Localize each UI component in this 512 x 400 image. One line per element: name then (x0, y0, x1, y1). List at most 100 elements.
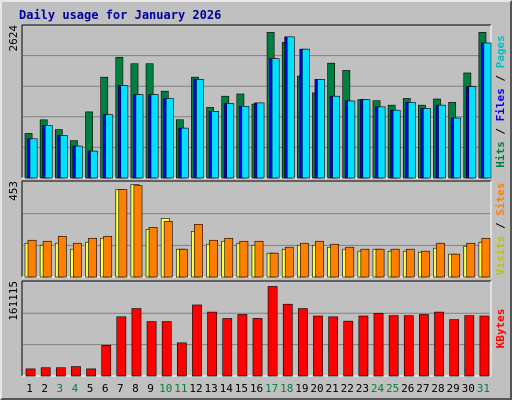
day-label-22: 22 (341, 382, 354, 395)
day-label-26: 26 (401, 382, 414, 395)
bar-kbytes-day-24 (373, 312, 384, 377)
bar-sites-day-18 (284, 246, 294, 278)
bar-pages-day-25 (392, 109, 401, 179)
bar-pages-day-8 (135, 94, 144, 179)
day-label-27: 27 (416, 382, 429, 395)
bar-kbytes-day-15 (237, 314, 248, 377)
side-legend: KBytes (494, 309, 507, 349)
bar-sites-day-11 (178, 248, 188, 278)
panel-hits-files-pages: 2624 Hits / Files / Pages (7, 24, 507, 179)
side-legend-part: Files (494, 88, 507, 121)
bar-pages-day-13 (211, 111, 219, 179)
day-label-8: 8 (132, 382, 139, 395)
bar-pages-day-26 (407, 102, 416, 179)
bar-kbytes-day-16 (252, 318, 263, 377)
bar-kbytes-day-1 (25, 368, 36, 377)
bar-sites-day-14 (224, 237, 234, 278)
side-legend: Visits / Sites (494, 183, 507, 276)
day-label-16: 16 (250, 382, 263, 395)
bar-pages-day-27 (423, 108, 431, 179)
bar-kbytes-day-27 (419, 314, 429, 377)
day-label-14: 14 (220, 382, 234, 395)
bar-pages-day-24 (377, 106, 386, 179)
day-label-17: 17 (265, 382, 278, 395)
bar-sites-day-29 (451, 253, 461, 278)
bar-kbytes-day-21 (328, 316, 339, 377)
side-legend-part: Hits (494, 141, 507, 168)
bar-pages-day-18 (286, 36, 295, 179)
bar-kbytes-day-25 (388, 315, 399, 377)
bar-sites-day-15 (239, 240, 249, 278)
bar-pages-day-15 (241, 105, 250, 179)
bar-pages-day-22 (347, 100, 356, 179)
day-label-5: 5 (87, 382, 94, 395)
day-label-31: 31 (477, 382, 490, 395)
side-legend-part: Sites (494, 183, 507, 216)
bar-sites-day-22 (345, 246, 355, 278)
day-label-20: 20 (310, 382, 323, 395)
day-label-19: 19 (295, 382, 308, 395)
bar-kbytes-day-23 (358, 315, 369, 377)
bar-sites-day-4 (73, 242, 82, 278)
panel-visits-sites: 453 Visits / Sites (7, 180, 507, 278)
bar-kbytes-day-31 (479, 315, 490, 377)
bar-sites-day-8 (133, 185, 143, 278)
bar-pages-day-23 (362, 99, 371, 179)
bar-kbytes-day-28 (434, 311, 444, 377)
bar-pages-day-9 (150, 94, 159, 179)
bar-pages-day-2 (44, 125, 53, 179)
ymax-label: 161115 (7, 281, 20, 321)
bar-pages-day-19 (302, 48, 310, 179)
ymax-label: 453 (7, 181, 20, 201)
bar-pages-day-30 (468, 86, 477, 179)
bar-pages-day-7 (120, 85, 129, 179)
bar-sites-day-24 (375, 248, 385, 278)
day-label-18: 18 (280, 382, 293, 395)
bar-kbytes-day-20 (313, 315, 323, 377)
bar-pages-day-5 (90, 150, 98, 179)
bar-kbytes-day-4 (71, 366, 81, 377)
side-legend-part: Visits (494, 236, 507, 276)
bar-pages-day-31 (483, 42, 492, 179)
bar-sites-day-13 (209, 239, 218, 278)
day-label-21: 21 (326, 382, 339, 395)
bar-pages-day-28 (438, 104, 446, 179)
bar-sites-day-6 (103, 235, 113, 278)
bar-pages-day-4 (75, 145, 83, 179)
side-legend-part: KBytes (494, 309, 507, 349)
bar-sites-day-20 (315, 240, 324, 278)
side-legend-part: / (494, 68, 507, 88)
bar-kbytes-day-11 (176, 342, 187, 377)
day-label-15: 15 (235, 382, 248, 395)
panel-kbytes: 161115 KBytes (7, 280, 507, 377)
side-legend-part: Pages (494, 35, 507, 68)
day-label-11: 11 (174, 382, 187, 395)
bar-sites-day-2 (42, 240, 52, 278)
side-legend: Hits / Files / Pages (494, 35, 507, 168)
bar-kbytes-day-8 (131, 308, 142, 377)
bar-sites-day-21 (330, 243, 340, 278)
bar-sites-day-3 (57, 235, 67, 278)
bar-pages-day-17 (271, 58, 280, 179)
chart-panels: 2624 Hits / Files / Pages 453 Visits / Site… (7, 24, 507, 377)
bar-kbytes-day-14 (222, 318, 233, 377)
bar-kbytes-day-18 (282, 303, 293, 377)
bar-sites-day-12 (194, 224, 203, 278)
bar-kbytes-day-29 (449, 319, 460, 377)
bar-kbytes-day-2 (40, 367, 51, 377)
day-label-29: 29 (447, 382, 460, 395)
day-label-13: 13 (204, 382, 217, 395)
bar-sites-day-19 (300, 242, 309, 278)
bar-kbytes-day-9 (146, 321, 157, 377)
day-label-28: 28 (431, 382, 444, 395)
bar-kbytes-day-17 (267, 286, 278, 377)
day-label-24: 24 (371, 382, 385, 395)
bar-sites-day-25 (390, 248, 400, 278)
day-label-10: 10 (159, 382, 172, 395)
bar-pages-day-1 (29, 138, 38, 179)
bar-pages-day-21 (332, 95, 341, 179)
bar-kbytes-day-6 (101, 344, 112, 377)
bar-pages-day-12 (196, 79, 204, 179)
chart-title: Daily usage for January 2026 (19, 8, 221, 22)
ymax-label: 2624 (7, 25, 20, 52)
